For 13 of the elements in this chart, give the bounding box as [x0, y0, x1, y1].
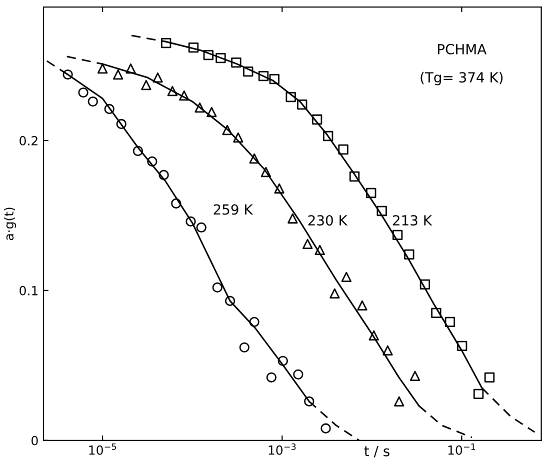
x-tick-label: 10$^{−5}$	[89, 443, 116, 455]
x-tick-label: 10$^{−3}$	[268, 443, 296, 455]
annotation: PCHMA	[438, 44, 487, 54]
x-axis-title: t / s	[364, 446, 390, 458]
y-tick-label: 0.2	[20, 136, 38, 146]
y-tick-label: 0	[32, 436, 38, 446]
annotation: 230 K	[308, 215, 348, 226]
annotation: 213 K	[392, 215, 432, 226]
x-tick-label: 10$^{−1}$	[448, 443, 476, 455]
annotation: (Tg= 374 K)	[420, 72, 503, 86]
y-axis-title: a·g(t)	[4, 208, 16, 240]
y-tick-label: 0.1	[20, 286, 38, 296]
annotation: 259 K	[214, 204, 254, 215]
